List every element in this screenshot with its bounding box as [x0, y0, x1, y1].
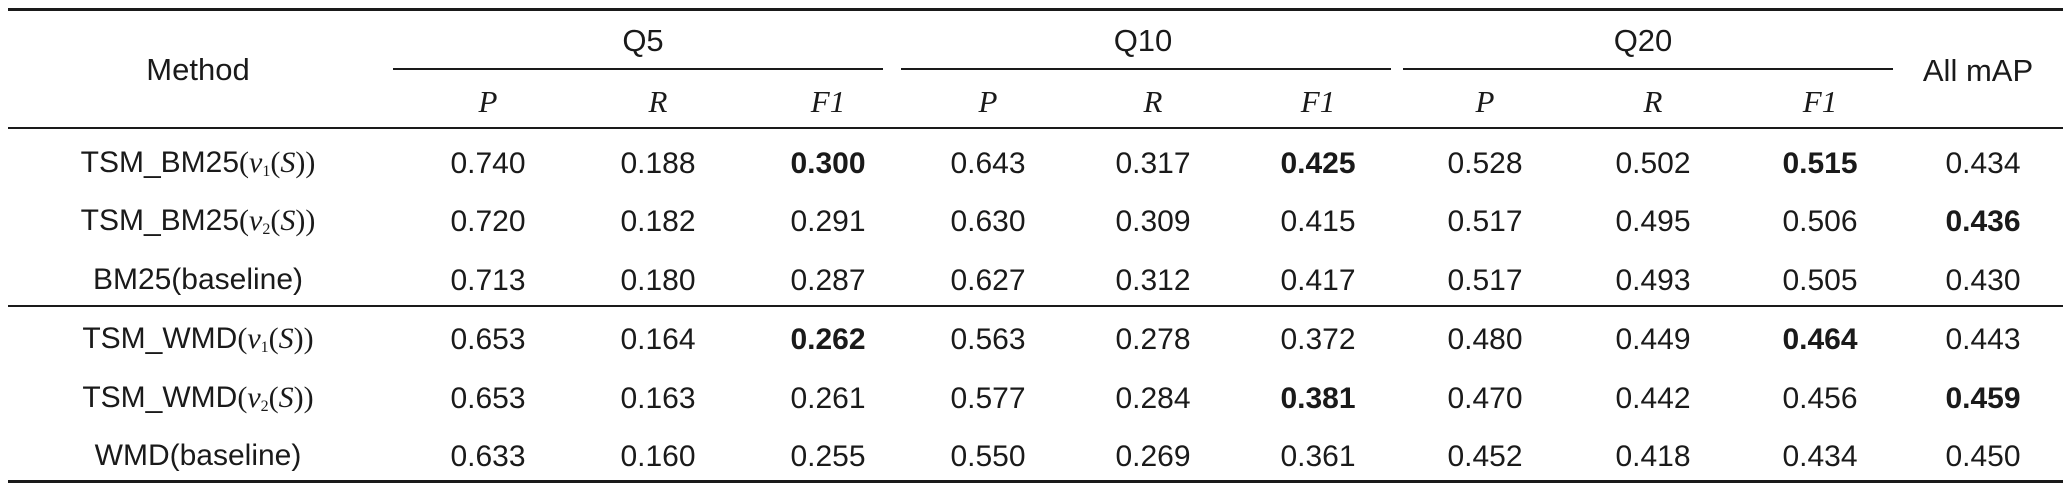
- table-cell: 0.442: [1615, 382, 1691, 415]
- table-cell: 0.633: [450, 440, 526, 473]
- q20-group-rule: [1403, 68, 1893, 70]
- sub-header-f1-q20: F1: [1802, 84, 1838, 119]
- table-cell: 0.506: [1782, 205, 1858, 238]
- method-cell: BM25(baseline): [8, 265, 388, 295]
- table-cell: 0.287: [790, 264, 866, 297]
- header-rule: [8, 127, 2063, 129]
- table-cell: 0.550: [950, 440, 1026, 473]
- method-name: WMD(baseline): [94, 439, 302, 472]
- method-formula: (v2(S)): [239, 204, 316, 238]
- table-cell: 0.740: [450, 147, 526, 180]
- table-cell: 0.415: [1280, 205, 1356, 238]
- group-header-q5: Q5: [622, 23, 664, 58]
- method-formula: (v1(S)): [239, 146, 316, 180]
- method-name: TSM_BM25: [80, 204, 240, 237]
- table-cell: 0.269: [1115, 440, 1191, 473]
- table-cell: 0.163: [620, 382, 696, 415]
- sub-header-p-q5: P: [478, 84, 498, 119]
- method-header: Method: [146, 52, 250, 87]
- table-cell: 0.653: [450, 323, 526, 356]
- q5-group-rule: [393, 68, 883, 70]
- table-cell: 0.630: [950, 205, 1026, 238]
- table-cell: 0.456: [1782, 382, 1858, 415]
- table-cell: 0.188: [620, 147, 696, 180]
- table-cell: 0.317: [1115, 147, 1191, 180]
- table-cell: 0.425: [1280, 147, 1356, 180]
- table-cell: 0.495: [1615, 205, 1691, 238]
- table-cell: 0.502: [1615, 147, 1691, 180]
- table-cell: 0.480: [1447, 323, 1523, 356]
- table-cell: 0.309: [1115, 205, 1191, 238]
- table-cell: 0.300: [790, 147, 866, 180]
- table-cell: 0.443: [1945, 323, 2021, 356]
- method-cell: TSM_BM25(v2(S)): [8, 206, 388, 238]
- sub-header-p-q20: P: [1475, 84, 1495, 119]
- table-cell: 0.291: [790, 205, 866, 238]
- group-header-q20: Q20: [1613, 23, 1673, 58]
- table-cell: 0.434: [1782, 440, 1858, 473]
- method-formula: (v1(S)): [237, 322, 314, 356]
- sub-header-r-q5: R: [648, 84, 668, 119]
- top-rule: [8, 8, 2063, 11]
- table-cell: 0.255: [790, 440, 866, 473]
- table-cell: 0.381: [1280, 382, 1356, 415]
- table-cell: 0.450: [1945, 440, 2021, 473]
- table-cell: 0.430: [1945, 264, 2021, 297]
- all-map-header: All mAP: [1922, 53, 2034, 88]
- table-cell: 0.470: [1447, 382, 1523, 415]
- method-name: BM25(baseline): [92, 263, 304, 296]
- sub-header-r-q20: R: [1643, 84, 1663, 119]
- table-cell: 0.164: [620, 323, 696, 356]
- table-cell: 0.284: [1115, 382, 1191, 415]
- table-cell: 0.713: [450, 264, 526, 297]
- sub-header-f1-q5: F1: [810, 84, 846, 119]
- method-cell: TSM_WMD(v1(S)): [8, 324, 388, 356]
- table-cell: 0.563: [950, 323, 1026, 356]
- table-cell: 0.449: [1615, 323, 1691, 356]
- method-name: TSM_WMD: [82, 381, 238, 414]
- table-cell: 0.528: [1447, 147, 1523, 180]
- table-cell: 0.417: [1280, 264, 1356, 297]
- table-cell: 0.517: [1447, 205, 1523, 238]
- table-cell: 0.643: [950, 147, 1026, 180]
- table-cell: 0.160: [620, 440, 696, 473]
- bottom-rule: [8, 480, 2063, 483]
- table-cell: 0.515: [1782, 147, 1858, 180]
- table-cell: 0.452: [1447, 440, 1523, 473]
- method-formula: (v2(S)): [237, 381, 314, 415]
- method-cell: TSM_WMD(v2(S)): [8, 383, 388, 415]
- table-cell: 0.312: [1115, 264, 1191, 297]
- table-cell: 0.627: [950, 264, 1026, 297]
- table-cell: 0.653: [450, 382, 526, 415]
- method-cell: WMD(baseline): [8, 441, 388, 471]
- sub-header-r-q10: R: [1143, 84, 1163, 119]
- method-name: TSM_WMD: [82, 322, 238, 355]
- table-cell: 0.434: [1945, 147, 2021, 180]
- group-header-q10: Q10: [1113, 23, 1173, 58]
- table-cell: 0.464: [1782, 323, 1858, 356]
- table-cell: 0.436: [1945, 205, 2021, 238]
- mid-rule: [8, 305, 2063, 307]
- table-cell: 0.261: [790, 382, 866, 415]
- table-cell: 0.720: [450, 205, 526, 238]
- table-cell: 0.459: [1945, 382, 2021, 415]
- table-cell: 0.372: [1280, 323, 1356, 356]
- method-name: TSM_BM25: [80, 146, 240, 179]
- table-cell: 0.505: [1782, 264, 1858, 297]
- sub-header-p-q10: P: [978, 84, 998, 119]
- table-cell: 0.517: [1447, 264, 1523, 297]
- table-cell: 0.278: [1115, 323, 1191, 356]
- table-cell: 0.493: [1615, 264, 1691, 297]
- table-cell: 0.180: [620, 264, 696, 297]
- table-cell: 0.577: [950, 382, 1026, 415]
- table-cell: 0.418: [1615, 440, 1691, 473]
- table-cell: 0.262: [790, 323, 866, 356]
- table-cell: 0.361: [1280, 440, 1356, 473]
- method-cell: TSM_BM25(v1(S)): [8, 148, 388, 180]
- sub-header-f1-q10: F1: [1300, 84, 1336, 119]
- q10-group-rule: [901, 68, 1391, 70]
- results-table: Method Q5 Q10 Q20 All mAP P R F1 P R F1 P R F1 T…: [8, 0, 2063, 494]
- table-cell: 0.182: [620, 205, 696, 238]
